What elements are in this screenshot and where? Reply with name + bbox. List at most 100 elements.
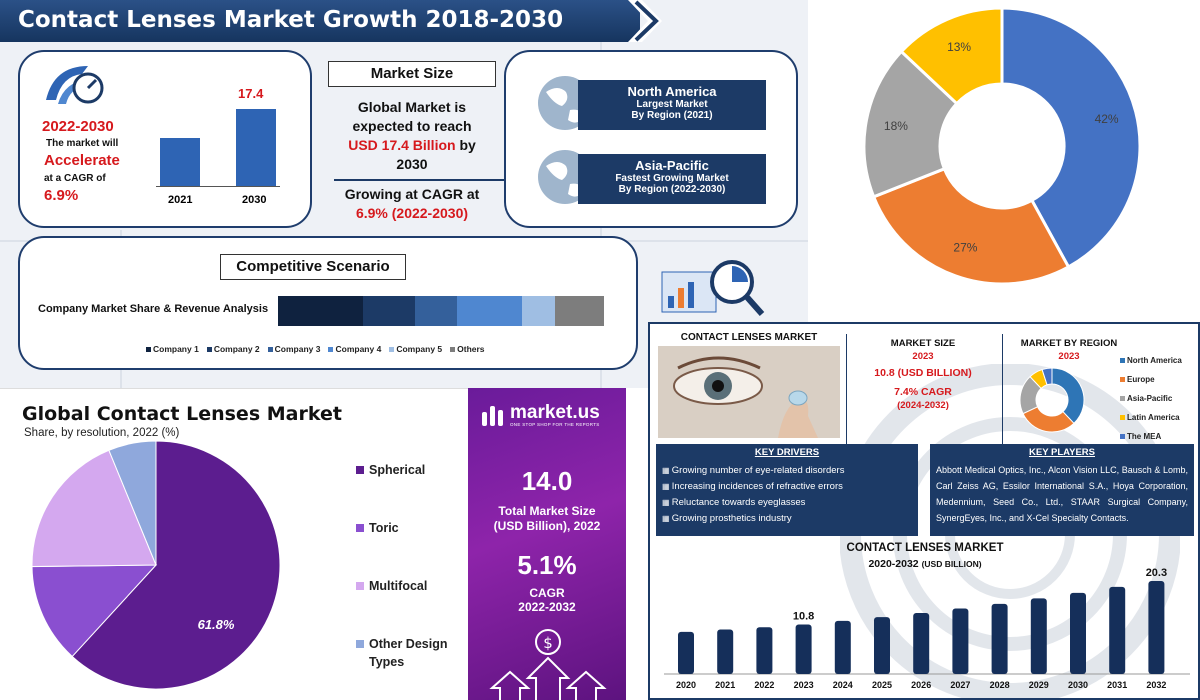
key-players-box: KEY PLAYERS Abbott Medical Optics, Inc.,… <box>930 444 1194 536</box>
bar-tick-label: 2028 <box>990 680 1010 690</box>
donut-slice <box>871 166 1071 286</box>
region-card-asia-pacific: Asia-Pacific Fastest Growing Market By R… <box>578 154 766 204</box>
driver-item: ▦ Reluctance towards eyeglasses <box>656 494 918 510</box>
legend-label: The MEA <box>1127 432 1162 441</box>
legend-label-extra: Types <box>369 655 405 669</box>
total-size-label2: (USD Billion), 2022 <box>493 519 601 533</box>
header-title: CONTACT LENSES MARKET <box>680 332 818 343</box>
market-bar <box>717 629 734 674</box>
company-share-segment <box>278 296 363 326</box>
accelerate-period: 2022-2030 <box>42 118 114 135</box>
market-size-year: 2030 <box>396 156 428 172</box>
players-heading: KEY PLAYERS <box>1029 447 1095 458</box>
market-bar <box>1148 580 1165 674</box>
legend-label: Company 2 <box>213 344 260 354</box>
bar-chart-subtitle: 2020-2032 (USD BILLION) <box>750 558 1100 570</box>
legend-label: Multifocal <box>369 579 428 593</box>
legend-toric: Toric <box>356 519 399 537</box>
ms-cagr: 7.4% CAGR <box>894 386 952 398</box>
company-share-segment <box>414 296 458 326</box>
bar-data-label: 20.3 <box>1146 567 1167 579</box>
region-legend-item: Latin America <box>1120 413 1180 422</box>
driver-item: ▦ Growing number of eye-related disorder… <box>656 462 918 478</box>
bar-tick-label: 2023 <box>794 680 814 690</box>
donut-slice-label: 13% <box>947 40 971 54</box>
drivers-list: ▦ Growing number of eye-related disorder… <box>656 462 918 526</box>
bullet-icon: ▦ <box>662 482 672 491</box>
cagr-value: 5.1% <box>517 550 577 580</box>
company-share-bar <box>278 296 604 326</box>
ms-year: 2023 <box>912 351 934 362</box>
page-title: Contact Lenses Market Growth 2018-2030 <box>0 0 640 42</box>
market-size-line1: Global Market is <box>357 99 467 115</box>
region-legend-item: The MEA <box>1120 432 1161 441</box>
resolution-pie-chart: 61.8% <box>31 441 281 690</box>
ms-value-text: 10.8 (USD BILLION) <box>874 367 972 379</box>
market-bar <box>1030 598 1047 674</box>
market-size-text: Global Market is expected to reach USD 1… <box>318 98 506 174</box>
brand-name: market.us <box>510 402 600 423</box>
market-bar <box>874 617 890 674</box>
bar-tick-label: 2032 <box>1146 680 1166 690</box>
bar-data-label: 10.8 <box>793 611 814 623</box>
donut-slice <box>1000 6 1142 269</box>
bar-tick-label: 2021 <box>715 680 735 690</box>
pie-title: Global Contact Lenses Market <box>22 403 342 425</box>
mini-bar-tick-2021: 2021 <box>168 194 193 206</box>
company-legend-item: Company 1 <box>146 344 199 354</box>
donut-slice-label: 27% <box>953 241 977 255</box>
chevron-right-icon <box>628 0 662 42</box>
driver-item: ▦ Increasing incidences of refractive er… <box>656 478 918 494</box>
legend-label: Other Design <box>369 637 448 651</box>
eye-lens-photo <box>658 346 840 438</box>
company-legend-item: Others <box>450 344 485 354</box>
accelerate-line1: The market will <box>46 138 119 149</box>
bar-tick-label: 2027 <box>950 680 970 690</box>
pie-slice <box>71 441 281 690</box>
region-line2: By Region (2021) <box>631 110 713 121</box>
bar-chart-sub2: (USD BILLION) <box>921 559 982 569</box>
legend-label: Company 3 <box>274 344 321 354</box>
donut-slice <box>899 6 1004 106</box>
accelerate-line2: at a CAGR of <box>44 173 106 184</box>
company-legend-item: Company 4 <box>328 344 381 354</box>
cagr-period: 2022-2032 <box>518 600 576 614</box>
region-donut-chart <box>1019 367 1085 433</box>
legend-label: Company 5 <box>396 344 443 354</box>
market-size-divider <box>334 179 506 181</box>
speedometer-icon <box>46 66 104 104</box>
bar-tick-label: 2020 <box>676 680 696 690</box>
legend-other-design-types: Other Design Types <box>356 635 448 671</box>
resolution-pie-panel: Global Contact Lenses Market Share, by r… <box>0 388 468 700</box>
market-bar <box>913 613 930 674</box>
company-share-segment <box>522 296 556 326</box>
header-divider <box>846 334 847 444</box>
region-donut-slice <box>1051 367 1085 425</box>
bar-chart-title: CONTACT LENSES MARKET <box>846 542 1004 554</box>
bar-tick-label: 2024 <box>833 680 853 690</box>
region-legend-item: Asia-Pacific <box>1120 394 1172 403</box>
company-legend-item: Company 5 <box>389 344 442 354</box>
region-legend-item: North America <box>1120 356 1182 365</box>
bullet-icon: ▦ <box>662 514 672 523</box>
total-size-label1: Total Market Size <box>498 504 596 518</box>
pie-slice <box>108 441 157 566</box>
region-card-north-america: North America Largest Market By Region (… <box>578 80 766 130</box>
region-line1: Largest Market <box>636 99 708 110</box>
market-bar <box>1070 592 1086 674</box>
legend-label: Others <box>457 344 485 354</box>
driver-text: Growing prosthetics industry <box>671 513 792 524</box>
market-bar-chart: 2020 2021 2022 2023 10.8 2024 2025 2026 2027 2028… <box>664 567 1190 690</box>
market-bar <box>1109 586 1126 674</box>
driver-text: Increasing incidences of refractive erro… <box>671 481 843 492</box>
legend-label: Toric <box>369 521 399 535</box>
donut-chart-panel: 42% 27% 18% 13% <box>808 0 1200 320</box>
region-line1: Fastest Growing Market <box>615 173 729 184</box>
market-size-heading: Market Size <box>328 61 496 87</box>
driver-item: ▦ Growing prosthetics industry <box>656 510 918 526</box>
regions-box: North America Largest Market By Region (… <box>504 50 798 228</box>
competitive-heading: Competitive Scenario <box>220 254 406 280</box>
mini-bar-2030 <box>236 109 276 186</box>
pie-slice <box>31 449 157 568</box>
bullet-icon: ▦ <box>662 498 672 507</box>
